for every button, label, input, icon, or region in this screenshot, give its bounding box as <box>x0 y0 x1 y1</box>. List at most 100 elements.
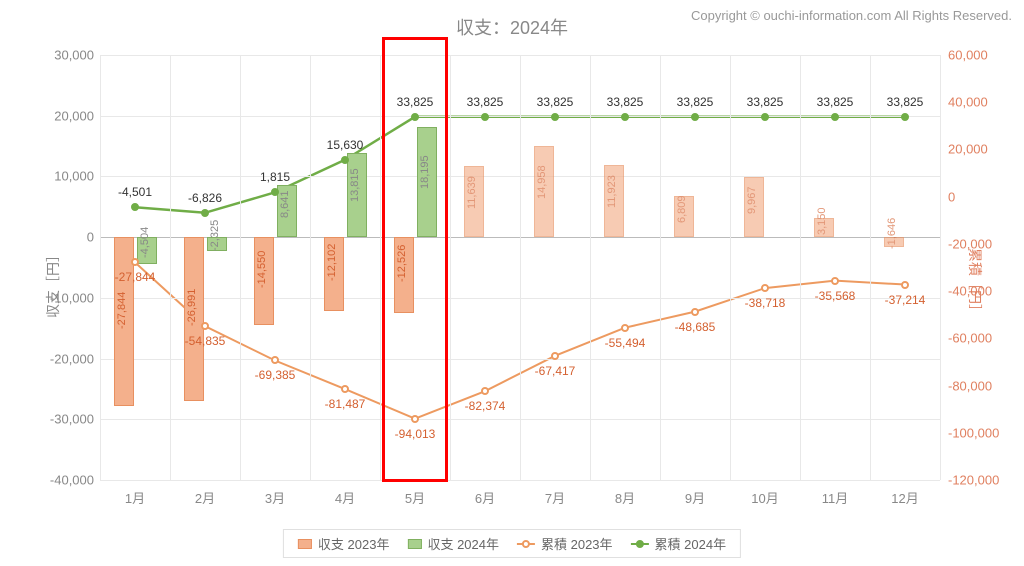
line-data-label: 33,825 <box>747 95 784 109</box>
legend-label: 収支 2023年 <box>318 534 390 553</box>
line-point <box>341 156 349 164</box>
line-data-label: -48,685 <box>675 320 716 334</box>
line-data-label: -37,214 <box>885 293 926 307</box>
line-point <box>481 113 489 121</box>
y-left-tick: -10,000 <box>34 290 94 305</box>
line-data-label: 33,825 <box>467 95 504 109</box>
line-data-label: -35,568 <box>815 289 856 303</box>
y-right-tick: -80,000 <box>948 378 1018 393</box>
legend-label: 累積 2024年 <box>655 534 727 553</box>
y-right-tick: 40,000 <box>948 95 1018 110</box>
x-tick: 1月 <box>125 488 145 507</box>
x-tick: 8月 <box>615 488 635 507</box>
bar: 13,815 <box>347 153 367 237</box>
line-point <box>201 322 209 330</box>
legend-label: 累積 2023年 <box>541 534 613 553</box>
line-data-label: -27,844 <box>115 270 156 284</box>
bar: -26,991 <box>184 237 204 401</box>
bar: 6,809 <box>674 196 694 237</box>
legend-swatch <box>631 540 649 548</box>
bar: -14,550 <box>254 237 274 325</box>
y-right-tick: 60,000 <box>948 48 1018 63</box>
line-point <box>481 387 489 395</box>
legend-label: 収支 2024年 <box>427 534 499 553</box>
line-point <box>341 385 349 393</box>
y-left-axis-label: 収支［円］ <box>43 248 63 318</box>
y-right-tick: -120,000 <box>948 473 1018 488</box>
x-tick: 2月 <box>195 488 215 507</box>
y-right-tick: 0 <box>948 189 1018 204</box>
line-data-label: 1,815 <box>260 170 290 184</box>
line-point <box>761 113 769 121</box>
y-left-tick: 10,000 <box>34 169 94 184</box>
bar: -2,325 <box>207 237 227 251</box>
legend-bars-2024: 収支 2024年 <box>407 534 499 553</box>
line-data-label: -81,487 <box>325 397 366 411</box>
line-point <box>691 308 699 316</box>
legend-swatch <box>517 540 535 548</box>
bar: 11,639 <box>464 166 484 237</box>
x-tick: 5月 <box>405 488 425 507</box>
line-point <box>201 209 209 217</box>
copyright-text: Copyright © ouchi-information.com All Ri… <box>691 8 1012 23</box>
y-right-tick: -40,000 <box>948 284 1018 299</box>
x-tick: 4月 <box>335 488 355 507</box>
y-left-tick: -20,000 <box>34 351 94 366</box>
y-right-tick: -60,000 <box>948 331 1018 346</box>
bar: -1,646 <box>884 237 904 247</box>
y-left-tick: -40,000 <box>34 473 94 488</box>
y-right-tick: -100,000 <box>948 425 1018 440</box>
line-point <box>271 188 279 196</box>
line-data-label: -54,835 <box>185 334 226 348</box>
line-data-label: -82,374 <box>465 399 506 413</box>
line-point <box>831 277 839 285</box>
highlight-box <box>382 37 448 482</box>
bar: 11,923 <box>604 165 624 237</box>
line-data-label: -69,385 <box>255 368 296 382</box>
line-point <box>621 324 629 332</box>
line-data-label: -4,501 <box>118 185 152 199</box>
bar: 3,150 <box>814 218 834 237</box>
chart-container: Copyright © ouchi-information.com All Ri… <box>0 0 1024 566</box>
line-data-label: 33,825 <box>817 95 854 109</box>
line-data-label: -67,417 <box>535 364 576 378</box>
x-tick: 7月 <box>545 488 565 507</box>
x-tick: 12月 <box>891 488 918 507</box>
plot-area: -27,844-26,991-14,550-12,102-12,52611,63… <box>100 55 940 480</box>
line-data-label: -6,826 <box>188 191 222 205</box>
line-point <box>551 113 559 121</box>
bar: 9,967 <box>744 177 764 238</box>
bar: -12,102 <box>324 237 344 310</box>
line-data-label: 33,825 <box>537 95 574 109</box>
line-point <box>691 113 699 121</box>
line-point <box>271 356 279 364</box>
line-data-label: -55,494 <box>605 336 646 350</box>
bar: 8,641 <box>277 185 297 237</box>
line-point <box>621 113 629 121</box>
bar: -4,504 <box>137 237 157 264</box>
y-left-tick: 0 <box>34 230 94 245</box>
legend: 収支 2023年 収支 2024年 累積 2023年 累積 2024年 <box>283 529 741 558</box>
y-left-tick: 30,000 <box>34 48 94 63</box>
y-left-tick: 20,000 <box>34 108 94 123</box>
x-tick: 9月 <box>685 488 705 507</box>
y-right-tick: -20,000 <box>948 236 1018 251</box>
line-data-label: 15,630 <box>327 138 364 152</box>
chart-title: 収支：2024年 <box>456 14 568 40</box>
line-data-label: 33,825 <box>887 95 924 109</box>
y-left-tick: -30,000 <box>34 412 94 427</box>
x-tick: 11月 <box>822 488 849 507</box>
legend-swatch <box>298 539 312 549</box>
x-tick: 3月 <box>265 488 285 507</box>
legend-bars-2023: 収支 2023年 <box>298 534 390 553</box>
line-point <box>901 281 909 289</box>
line-data-label: 33,825 <box>607 95 644 109</box>
x-tick: 6月 <box>475 488 495 507</box>
line-point <box>131 258 139 266</box>
bar: 14,958 <box>534 146 554 237</box>
line-data-label: -38,718 <box>745 296 786 310</box>
legend-line-2023: 累積 2023年 <box>517 534 613 553</box>
line-point <box>901 113 909 121</box>
y-right-tick: 20,000 <box>948 142 1018 157</box>
legend-line-2024: 累積 2024年 <box>631 534 727 553</box>
